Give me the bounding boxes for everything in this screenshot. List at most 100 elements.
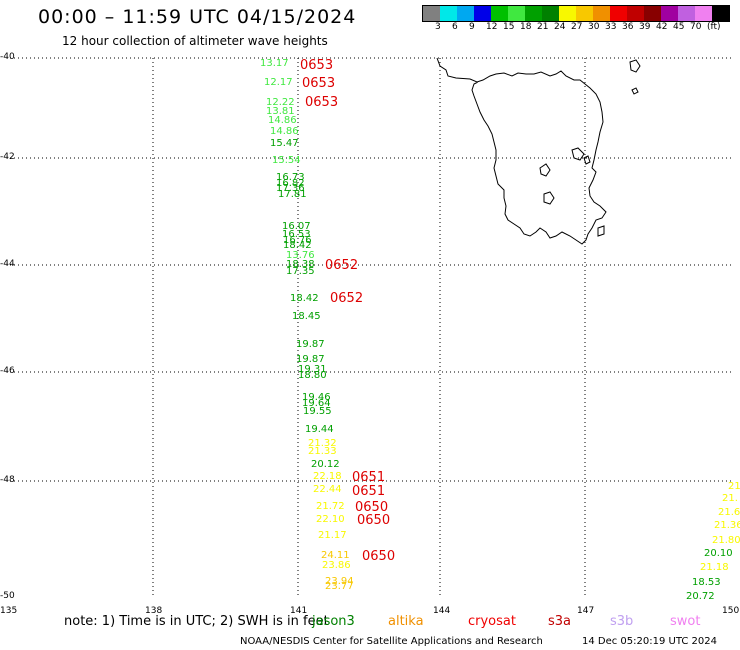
page-title: 00:00 – 11:59 UTC 04/15/2024 xyxy=(38,6,357,28)
legend-swatch xyxy=(423,6,440,21)
wave-height-value: 19.44 xyxy=(305,424,334,435)
wave-height-value: 12.17 xyxy=(264,77,293,88)
legend-swatch xyxy=(440,6,457,21)
latitude-label: -46 xyxy=(0,366,15,376)
wave-height-value: 19.87 xyxy=(296,339,325,350)
latitude-label: -42 xyxy=(0,152,15,162)
legend-swatch xyxy=(491,6,508,21)
wave-height-value: 18.80 xyxy=(298,370,327,381)
pass-time-tag: 0651 xyxy=(352,484,386,499)
legend-swatch xyxy=(542,6,559,21)
wave-height-value: 19.87 xyxy=(296,354,325,365)
tasmania-coastline xyxy=(436,57,607,245)
legend-swatch xyxy=(627,6,644,21)
wave-height-value: 21.18 xyxy=(700,562,729,573)
wave-height-value: 13.76 xyxy=(286,250,315,261)
wave-height-value: 14.86 xyxy=(268,115,297,126)
legend-swatch xyxy=(678,6,695,21)
legend-label: 39 xyxy=(639,22,651,32)
island-4 xyxy=(543,191,555,205)
wave-height-value: 21.80 xyxy=(712,535,740,546)
pass-time-tag: 0650 xyxy=(357,513,391,528)
pass-time-tag: 0652 xyxy=(330,291,364,306)
wave-height-value: 18.53 xyxy=(692,577,721,588)
legend-label: 24 xyxy=(554,22,566,32)
wave-height-value: 12.22 xyxy=(266,97,295,108)
wave-height-value: 22.18 xyxy=(313,471,342,482)
wave-height-value: 17.81 xyxy=(278,189,307,200)
wave-height-value: 18.42 xyxy=(290,293,319,304)
wave-height-value: 17.35 xyxy=(286,266,315,277)
longitude-label: 144 xyxy=(433,606,451,616)
pass-time-tag: 0653 xyxy=(302,76,336,91)
wave-height-value: 13.17 xyxy=(260,58,289,69)
wave-height-value: 23.77 xyxy=(325,581,354,592)
legend-label: 3 xyxy=(435,22,441,32)
legend-swatch xyxy=(593,6,610,21)
island-1 xyxy=(539,163,551,177)
legend-swatch xyxy=(457,6,474,21)
legend-label: 9 xyxy=(469,22,475,32)
wave-height-value: 16.73 xyxy=(276,172,305,183)
wave-height-value: 20.10 xyxy=(704,548,733,559)
satellite-s3b: s3b xyxy=(610,614,634,629)
longitude-label: 147 xyxy=(577,606,595,616)
wave-height-value: 21.36 xyxy=(714,520,740,531)
legend-swatch xyxy=(525,6,542,21)
wave-height-value: 19.64 xyxy=(302,398,331,409)
legend-swatch xyxy=(559,6,576,21)
wave-height-value: 21. xyxy=(728,481,740,492)
wave-height-value: 19.46 xyxy=(302,392,331,403)
generated-timestamp: 14 Dec 05:20:19 UTC 2024 xyxy=(582,636,717,647)
satellite-jason3: jason3 xyxy=(312,614,355,629)
wave-height-value: 21. xyxy=(722,493,738,504)
pass-time-tag: 0650 xyxy=(362,549,396,564)
wave-height-value: 21.33 xyxy=(308,446,337,457)
legend-label: 70 xyxy=(690,22,702,32)
wave-height-value: 20.72 xyxy=(686,591,715,602)
legend-swatch xyxy=(644,6,661,21)
legend-label: 6 xyxy=(452,22,458,32)
legend-swatch xyxy=(695,6,712,21)
satellite-altika: altika xyxy=(388,614,424,629)
longitude-label: 135 xyxy=(0,606,18,616)
legend-label: 15 xyxy=(503,22,515,32)
wave-height-value: 21.6 xyxy=(718,507,740,518)
wave-height-value: 16.76 xyxy=(283,235,312,246)
island-2 xyxy=(571,147,585,161)
legend-swatch xyxy=(508,6,525,21)
legend-swatch xyxy=(712,6,729,21)
pass-time-tag: 0651 xyxy=(352,470,386,485)
legend-label: 21 xyxy=(537,22,549,32)
wave-height-value: 16.82 xyxy=(276,178,305,189)
satellite-swot: swot xyxy=(670,614,701,629)
wave-height-value: 24.11 xyxy=(321,550,350,561)
island-3 xyxy=(583,155,591,165)
latitude-label: -50 xyxy=(0,591,15,601)
wave-height-value: 17.36 xyxy=(276,183,305,194)
legend-label: 27 xyxy=(571,22,583,32)
wave-height-value: 20.12 xyxy=(311,459,340,470)
legend-label: 12 xyxy=(486,22,498,32)
satellite-cryosat: cryosat xyxy=(468,614,516,629)
latitude-label: -44 xyxy=(0,259,15,269)
legend-label: 30 xyxy=(588,22,600,32)
wave-height-value: 19.55 xyxy=(303,406,332,417)
longitude-label: 138 xyxy=(145,606,163,616)
wave-height-value: 21.32 xyxy=(308,438,337,449)
pass-time-tag: 0650 xyxy=(355,500,389,515)
latitude-label: -40 xyxy=(0,52,15,62)
wave-height-value: 15.54 xyxy=(272,155,301,166)
legend-label: 45 xyxy=(673,22,685,32)
island-7 xyxy=(631,87,639,95)
wave-height-value: 22.44 xyxy=(313,484,342,495)
satellite-s3a: s3a xyxy=(548,614,572,629)
color-scale-legend xyxy=(422,5,730,22)
wave-height-value: 21.17 xyxy=(318,530,347,541)
wave-height-value: 18.45 xyxy=(292,311,321,322)
latitude-label: -48 xyxy=(0,475,15,485)
wave-height-value: 15.47 xyxy=(270,138,299,149)
legend-label: (ft) xyxy=(707,22,721,32)
pass-time-tag: 0653 xyxy=(305,95,339,110)
wave-height-value: 13.81 xyxy=(266,106,295,117)
